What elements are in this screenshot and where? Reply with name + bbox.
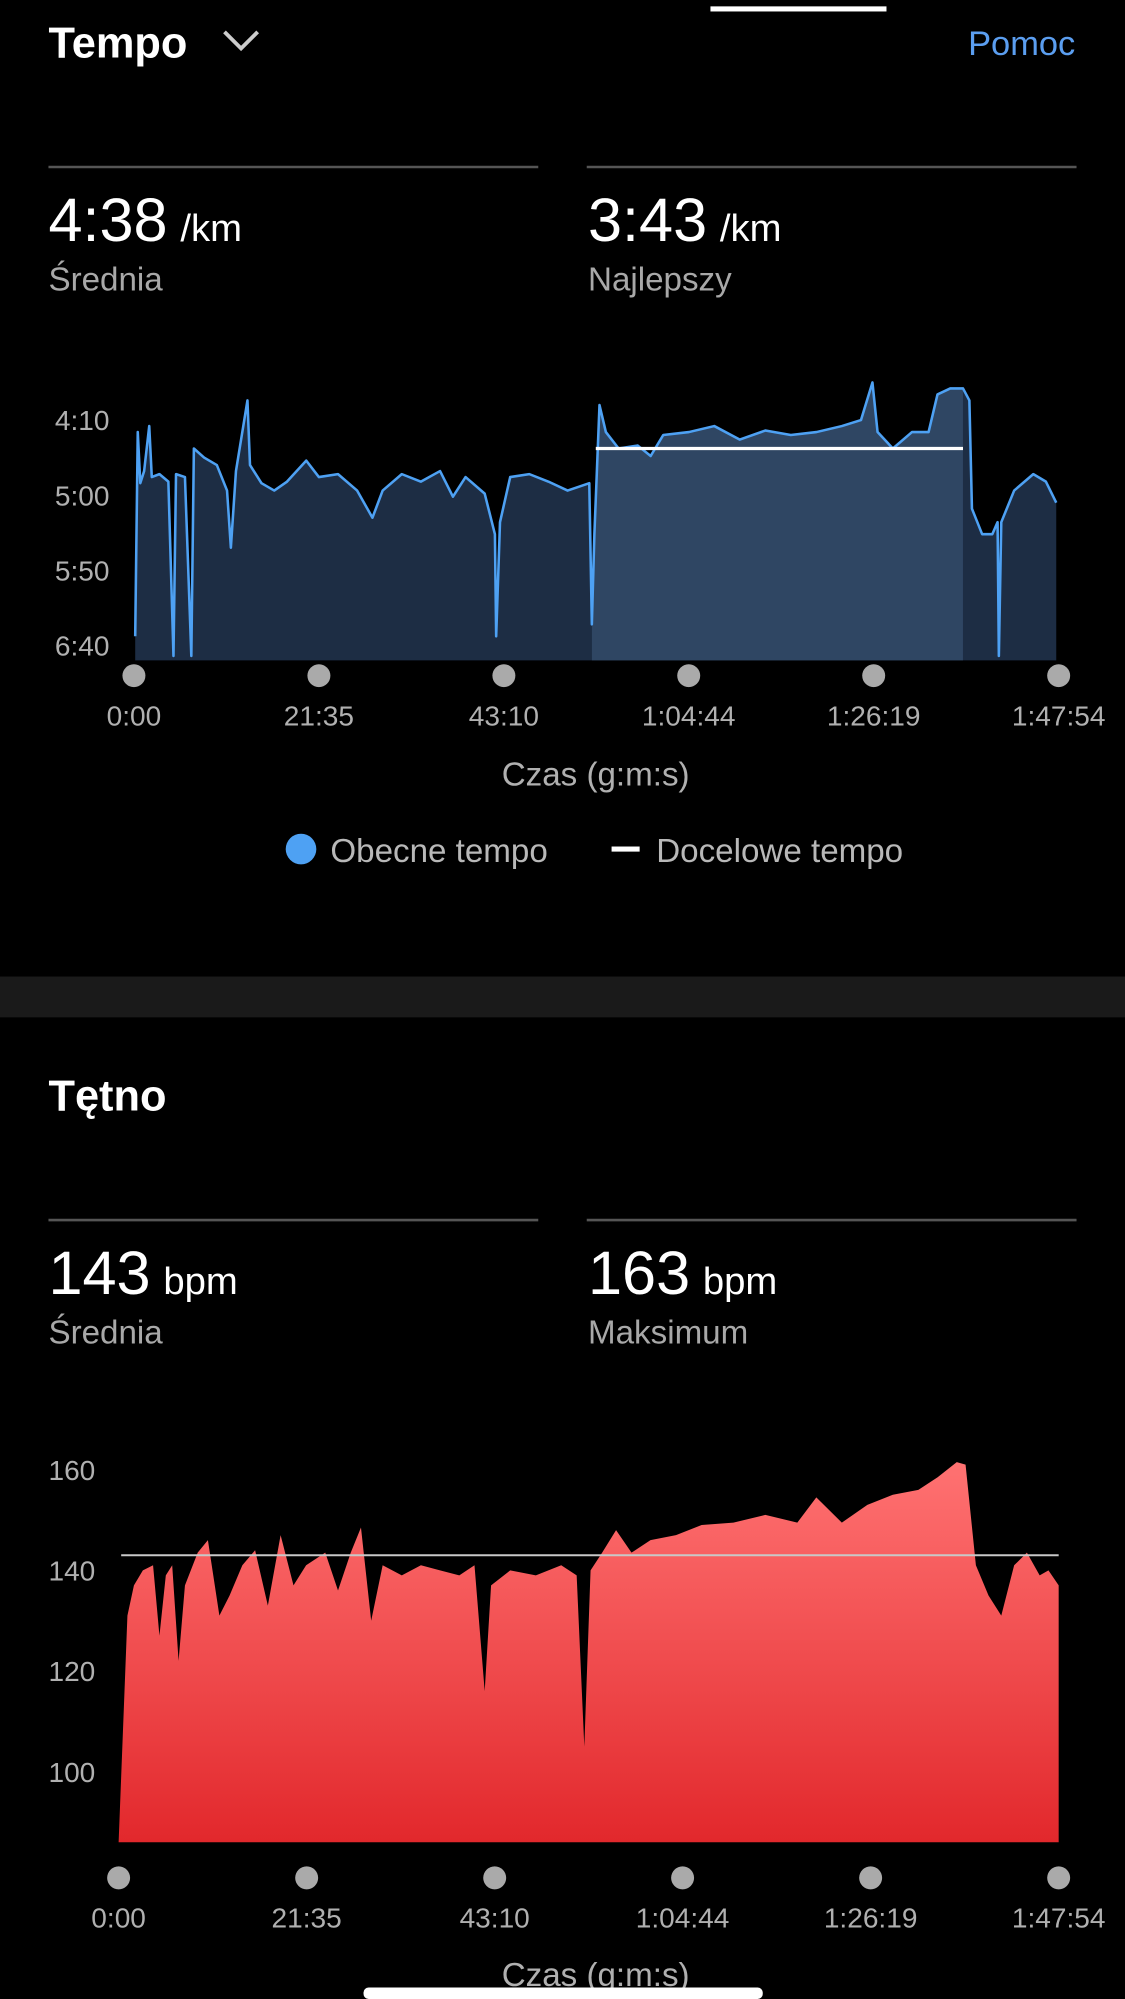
x-tick-label: 21:35 [272, 1903, 342, 1934]
hr-area [118, 1462, 1059, 1843]
stat-value: 163 bpm [588, 1239, 777, 1307]
y-tick-label: 5:50 [55, 555, 110, 586]
x-tick-dot [295, 1866, 319, 1890]
x-tick-dot [1047, 664, 1071, 688]
x-tick-dot [677, 664, 701, 688]
stat-label: Średnia [48, 1313, 163, 1352]
x-tick-dot [122, 664, 146, 688]
stat-unit: bpm [163, 1260, 237, 1303]
x-tick-label: 0:00 [107, 700, 162, 731]
stat-unit: bpm [703, 1260, 777, 1303]
x-tick-dot [492, 664, 516, 688]
stat-value: 4:38/km [48, 186, 242, 254]
stat-number: 163 [588, 1239, 690, 1307]
y-tick-label: 160 [48, 1455, 95, 1486]
stat-unit: /km [720, 207, 782, 250]
legend-marker [611, 846, 640, 852]
x-tick-label: 1:04:44 [642, 700, 736, 731]
x-tick-dot [862, 664, 886, 688]
x-tick-label: 1:26:19 [824, 1903, 918, 1934]
x-tick-dot [307, 664, 331, 688]
stat-value: 3:43/km [588, 186, 782, 254]
section-title[interactable]: Tempo [48, 19, 187, 67]
x-tick-label: 1:47:54 [1012, 700, 1106, 731]
stat-number: 143 [48, 1239, 150, 1307]
section-separator [0, 976, 1125, 1018]
x-tick-label: 0:00 [91, 1903, 146, 1934]
x-tick-label: 43:10 [460, 1903, 530, 1934]
home-indicator [363, 1987, 763, 1999]
charts: 4:10 5:00 5:50 6:40 0:00 21:35 43:10 1:04:44 1:2… [48, 381, 1106, 1994]
stat-label: Średnia [48, 260, 163, 299]
x-tick-dot [1047, 1866, 1071, 1890]
help-link[interactable]: Pomoc [968, 25, 1075, 63]
x-tick-label: 1:47:54 [1012, 1903, 1106, 1934]
stat-label: Najlepszy [588, 262, 732, 299]
y-tick-label: 5:00 [55, 480, 110, 511]
stat-label: Maksimum [588, 1315, 748, 1352]
legend-label: Obecne tempo [330, 833, 547, 870]
y-tick-label: 4:10 [55, 405, 110, 436]
x-tick-dot [107, 1866, 131, 1890]
legend-label: Docelowe tempo [656, 833, 903, 870]
x-tick-label: 1:26:19 [827, 700, 921, 731]
stat-unit: /km [180, 207, 242, 250]
y-tick-label: 140 [48, 1556, 95, 1587]
y-tick-label: 6:40 [55, 631, 110, 662]
section-title: Tętno [48, 1072, 166, 1120]
pace-line [133, 381, 1058, 658]
x-tick-dot [671, 1866, 695, 1890]
x-tick-label: 21:35 [284, 700, 354, 731]
x-axis-title: Czas (g:m:s) [502, 756, 690, 793]
tab-indicator [710, 6, 887, 12]
interval-highlight [591, 382, 963, 661]
x-tick-dot [859, 1866, 883, 1890]
stat-value: 143 bpm [48, 1239, 237, 1307]
x-tick-label: 43:10 [469, 700, 539, 731]
legend-marker [285, 833, 317, 865]
y-tick-label: 120 [48, 1656, 95, 1687]
dropdown-chevron[interactable] [223, 30, 260, 52]
x-tick-label: 1:04:44 [636, 1903, 730, 1934]
x-tick-dot [483, 1866, 507, 1890]
y-tick-label: 100 [48, 1757, 95, 1788]
stat-number: 4:38 [48, 186, 167, 254]
stat-number: 3:43 [588, 186, 707, 254]
